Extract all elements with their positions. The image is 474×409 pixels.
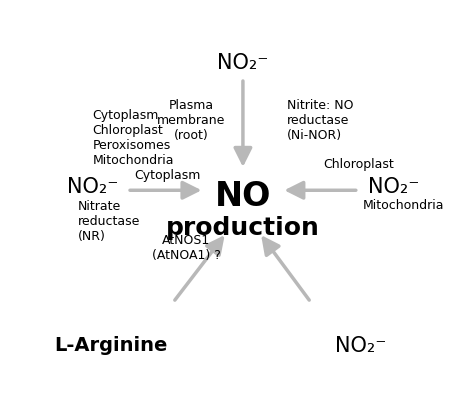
Text: NO₂⁻: NO₂⁻ [368, 176, 419, 196]
Text: Plasma
membrane
(root): Plasma membrane (root) [157, 99, 226, 142]
Text: Mitochondria: Mitochondria [362, 198, 444, 211]
Text: production: production [166, 215, 320, 239]
Text: Nitrite: NO
reductase
(Ni-NOR): Nitrite: NO reductase (Ni-NOR) [287, 99, 354, 142]
Text: AtNOS1
(AtNOA1) ?: AtNOS1 (AtNOA1) ? [152, 234, 220, 261]
Text: NO: NO [215, 179, 271, 212]
Text: NO₂⁻: NO₂⁻ [335, 335, 386, 355]
Text: L-Arginine: L-Arginine [54, 336, 167, 355]
Text: Cytoplasm
Chloroplast
Peroxisomes
Mitochondria: Cytoplasm Chloroplast Peroxisomes Mitoch… [92, 108, 174, 166]
Text: NO₂⁻: NO₂⁻ [66, 176, 118, 196]
Text: Nitrate
reductase
(NR): Nitrate reductase (NR) [78, 199, 140, 242]
Text: Cytoplasm: Cytoplasm [135, 169, 201, 182]
Text: NO₂⁻: NO₂⁻ [217, 53, 269, 73]
Text: Chloroplast: Chloroplast [324, 157, 394, 171]
